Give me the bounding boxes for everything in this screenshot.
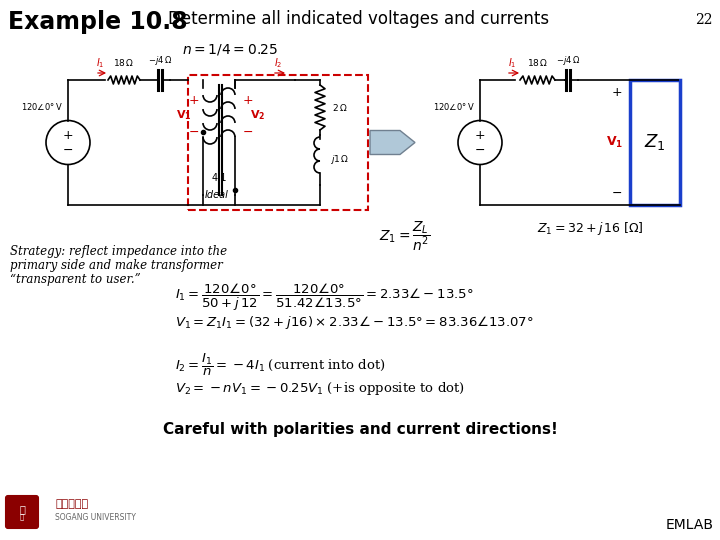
Text: $18\,\Omega$: $18\,\Omega$ xyxy=(113,57,135,68)
Text: $j1\,\Omega$: $j1\,\Omega$ xyxy=(330,153,349,166)
Text: $-j4\,\Omega$: $-j4\,\Omega$ xyxy=(556,54,580,67)
Text: $n = 1/4 = 0.25$: $n = 1/4 = 0.25$ xyxy=(182,42,278,57)
Text: $I_2 = \dfrac{I_1}{n} = -4I_1\;$(current into dot): $I_2 = \dfrac{I_1}{n} = -4I_1\;$(current… xyxy=(175,352,386,378)
Text: +: + xyxy=(474,129,485,142)
Text: 강: 강 xyxy=(20,514,24,521)
Text: $Z_1 = 32 + j\,16\;[\Omega]$: $Z_1 = 32 + j\,16\;[\Omega]$ xyxy=(537,220,643,237)
Polygon shape xyxy=(370,131,415,154)
Text: EMLAB: EMLAB xyxy=(666,518,714,532)
Text: 서: 서 xyxy=(19,504,25,514)
Text: −: − xyxy=(474,144,485,157)
Text: $I_1$: $I_1$ xyxy=(508,56,516,70)
Text: $V_1 = Z_1 I_1 = (32+j16) \times 2.33\angle -13.5° = 83.36\angle 13.07°$: $V_1 = Z_1 I_1 = (32+j16) \times 2.33\an… xyxy=(175,314,534,331)
Text: 22: 22 xyxy=(696,13,713,27)
Text: −: − xyxy=(612,186,622,199)
Text: Example 10.8: Example 10.8 xyxy=(8,10,188,34)
Text: $I_1 = \dfrac{120\angle 0°}{50 + j\,12} = \dfrac{120\angle 0°}{51.42\angle 13.5°: $I_1 = \dfrac{120\angle 0°}{50 + j\,12} … xyxy=(175,282,474,313)
Text: $Z_1$: $Z_1$ xyxy=(644,132,666,152)
Text: $2\,\Omega$: $2\,\Omega$ xyxy=(332,102,348,113)
Text: $I_1$: $I_1$ xyxy=(96,56,104,70)
Bar xyxy=(630,80,680,205)
Text: −: − xyxy=(243,125,253,138)
Text: +: + xyxy=(612,85,622,98)
Text: $Z_1 = \dfrac{Z_L}{n^2}$: $Z_1 = \dfrac{Z_L}{n^2}$ xyxy=(379,220,431,253)
Text: $-j4\,\Omega$: $-j4\,\Omega$ xyxy=(148,54,172,67)
Text: “transparent to user.”: “transparent to user.” xyxy=(10,273,140,286)
Text: −: − xyxy=(63,144,73,157)
Text: 서강대학교: 서강대학교 xyxy=(55,499,88,509)
Text: $\mathbf{V_1}$: $\mathbf{V_1}$ xyxy=(176,108,192,122)
Text: +: + xyxy=(243,93,253,106)
Text: 4:1: 4:1 xyxy=(211,173,227,183)
Text: Determine all indicated voltages and currents: Determine all indicated voltages and cur… xyxy=(168,10,549,28)
Text: Ideal: Ideal xyxy=(205,190,229,200)
Text: $\mathbf{V_2}$: $\mathbf{V_2}$ xyxy=(250,108,266,122)
Text: +: + xyxy=(189,93,199,106)
Text: $18\,\Omega$: $18\,\Omega$ xyxy=(527,57,548,68)
Text: $\mathbf{V_1}$: $\mathbf{V_1}$ xyxy=(606,135,624,150)
Text: $120\angle0°\,\mathsf{V}$: $120\angle0°\,\mathsf{V}$ xyxy=(21,102,63,112)
Text: $I_2$: $I_2$ xyxy=(274,56,282,70)
FancyBboxPatch shape xyxy=(6,496,38,528)
Text: −: − xyxy=(189,125,199,138)
Text: $V_2 = -nV_1 = -0.25V_1\;$(+is opposite to dot): $V_2 = -nV_1 = -0.25V_1\;$(+is opposite … xyxy=(175,380,465,397)
Text: SOGANG UNIVERSITY: SOGANG UNIVERSITY xyxy=(55,514,136,523)
Text: $120\angle0°\,\mathsf{V}$: $120\angle0°\,\mathsf{V}$ xyxy=(433,102,475,112)
Text: Careful with polarities and current directions!: Careful with polarities and current dire… xyxy=(163,422,557,437)
Text: Strategy: reflect impedance into the: Strategy: reflect impedance into the xyxy=(10,245,227,258)
Text: +: + xyxy=(63,129,73,142)
Bar xyxy=(188,75,368,210)
Text: primary side and make transformer: primary side and make transformer xyxy=(10,259,222,272)
